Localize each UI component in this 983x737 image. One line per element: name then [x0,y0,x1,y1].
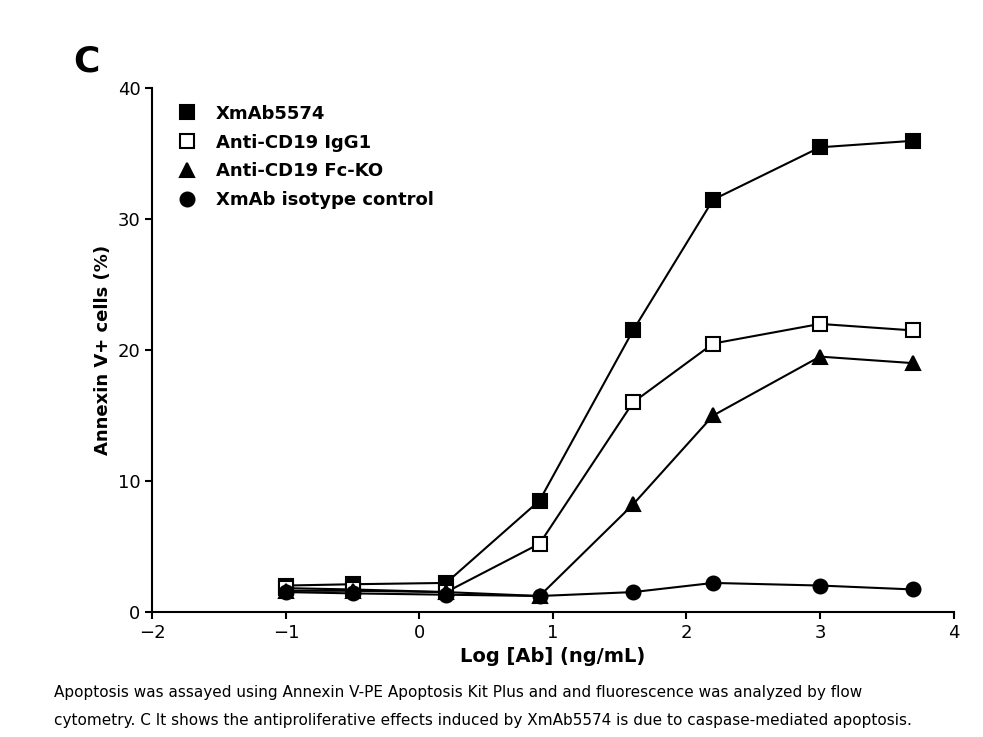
XmAb isotype control [440,590,452,599]
Anti-CD19 IgG1 [534,539,546,548]
XmAb isotype control [814,581,826,590]
Anti-CD19 IgG1 [707,339,719,348]
Line: Anti-CD19 Fc-KO: Anti-CD19 Fc-KO [279,349,920,603]
Anti-CD19 Fc-KO [814,352,826,361]
Anti-CD19 IgG1 [814,320,826,329]
Y-axis label: Annexin V+ cells (%): Annexin V+ cells (%) [94,245,112,455]
XmAb5574 [440,579,452,587]
Anti-CD19 Fc-KO [534,592,546,601]
Anti-CD19 Fc-KO [440,587,452,596]
XmAb isotype control [707,579,719,587]
Anti-CD19 IgG1 [347,585,359,594]
XmAb isotype control [280,587,292,596]
XmAb isotype control [347,589,359,598]
XmAb isotype control [534,592,546,601]
X-axis label: Log [Ab] (ng/mL): Log [Ab] (ng/mL) [460,647,646,666]
Text: cytometry. C It shows the antiproliferative effects induced by XmAb5574 is due t: cytometry. C It shows the antiproliferat… [54,713,912,728]
Anti-CD19 Fc-KO [347,587,359,595]
Legend: XmAb5574, Anti-CD19 IgG1, Anti-CD19 Fc-KO, XmAb isotype control: XmAb5574, Anti-CD19 IgG1, Anti-CD19 Fc-K… [161,97,440,217]
Text: C: C [74,44,100,78]
Anti-CD19 IgG1 [907,326,919,335]
Text: Apoptosis was assayed using Annexin V-PE Apoptosis Kit Plus and and fluorescence: Apoptosis was assayed using Annexin V-PE… [54,685,862,700]
Line: XmAb isotype control: XmAb isotype control [279,576,920,603]
XmAb5574 [707,195,719,204]
Anti-CD19 Fc-KO [707,411,719,420]
Line: Anti-CD19 IgG1: Anti-CD19 IgG1 [279,317,920,599]
Anti-CD19 Fc-KO [280,587,292,595]
XmAb5574 [534,496,546,505]
Anti-CD19 IgG1 [440,587,452,596]
Line: XmAb5574: XmAb5574 [279,134,920,593]
Anti-CD19 Fc-KO [627,500,639,509]
XmAb isotype control [627,587,639,596]
XmAb5574 [907,136,919,145]
Anti-CD19 IgG1 [280,584,292,593]
Anti-CD19 IgG1 [627,398,639,407]
XmAb5574 [280,581,292,590]
XmAb5574 [627,326,639,335]
Anti-CD19 Fc-KO [907,359,919,368]
XmAb5574 [814,143,826,152]
XmAb isotype control [907,585,919,594]
XmAb5574 [347,580,359,589]
